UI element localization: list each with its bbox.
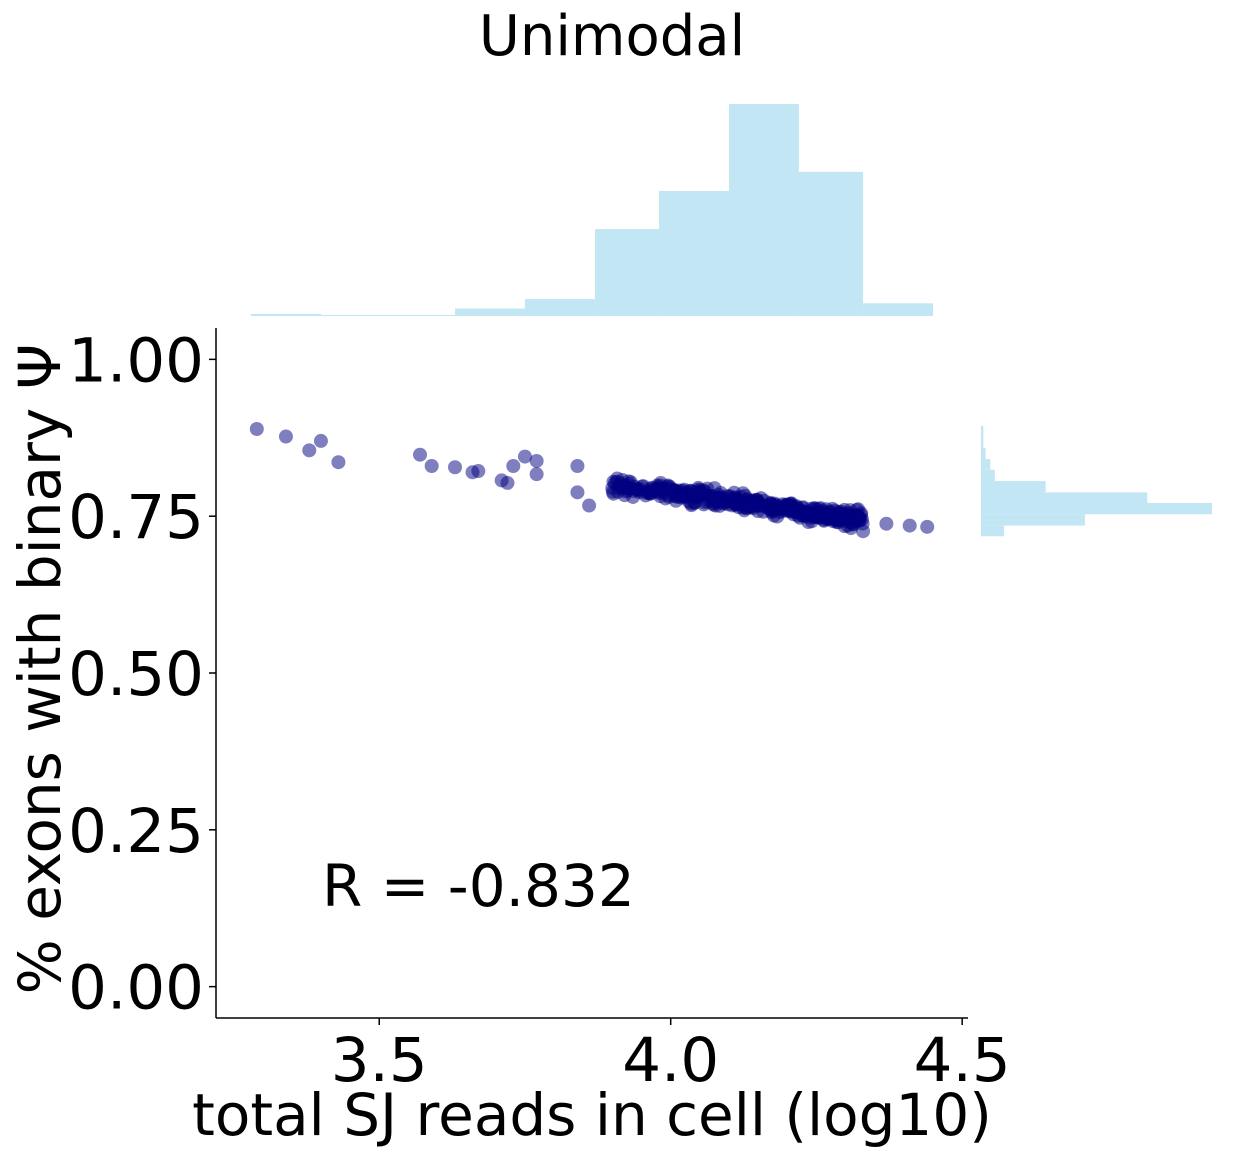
x-hist-bar bbox=[659, 190, 729, 316]
scatter-point bbox=[278, 429, 293, 444]
x-tick-label: 4.0 bbox=[622, 1025, 719, 1096]
scatter-point bbox=[249, 421, 264, 436]
y-hist-bar bbox=[981, 492, 1148, 504]
y-hist-bar bbox=[981, 459, 991, 470]
y-hist-bar bbox=[981, 514, 1085, 526]
correlation-annotation: R = -0.832 bbox=[322, 852, 635, 920]
scatter-point bbox=[667, 488, 682, 503]
x-hist-bar bbox=[390, 314, 456, 316]
scatter-point bbox=[313, 433, 328, 448]
x-axis-label: total SJ reads in cell (log10) bbox=[192, 1081, 992, 1149]
scatter-point bbox=[661, 478, 676, 493]
x-tick-label: 3.5 bbox=[331, 1025, 428, 1096]
scatter-point bbox=[506, 459, 521, 473]
scatter-point bbox=[750, 492, 765, 507]
x-marginal-histogram bbox=[250, 104, 934, 316]
chart-title: Unimodal bbox=[479, 4, 745, 69]
x-hist-bar bbox=[863, 303, 934, 316]
scatter-point bbox=[424, 459, 439, 473]
scatter-point bbox=[828, 513, 843, 528]
scatter-point bbox=[302, 443, 317, 458]
y-hist-bar bbox=[981, 469, 995, 482]
y-hist-bar bbox=[981, 503, 1212, 515]
y-tick-label: 0.75 bbox=[68, 482, 204, 553]
scatter-point bbox=[751, 504, 766, 519]
x-hist-bar bbox=[798, 171, 864, 316]
scatter-point bbox=[775, 497, 790, 512]
y-hist-bar bbox=[981, 447, 986, 460]
scatter-point bbox=[570, 485, 585, 500]
scatter-point bbox=[843, 503, 858, 518]
scatter-point bbox=[517, 449, 532, 464]
scatter-points bbox=[249, 421, 935, 539]
scatter-point bbox=[636, 479, 651, 494]
y-hist-bar bbox=[981, 525, 1005, 537]
scatter-point bbox=[797, 505, 812, 520]
x-hist-bar bbox=[728, 104, 799, 316]
x-hist-bar bbox=[594, 229, 660, 316]
scatter-point bbox=[529, 467, 544, 482]
scatter-point bbox=[920, 519, 935, 534]
y-hist-bar bbox=[981, 425, 984, 438]
x-hist-bar bbox=[455, 308, 525, 316]
scatter-point bbox=[500, 475, 515, 490]
scatter-point bbox=[471, 464, 486, 479]
scatter-point bbox=[331, 455, 346, 470]
scatter-point bbox=[763, 496, 778, 511]
y-tick-label: 0.25 bbox=[68, 796, 204, 867]
y-axis-ticks: 0.00 0.25 0.50 0.75 1.00 bbox=[68, 325, 216, 1024]
scatter-point bbox=[413, 447, 428, 462]
y-tick-label: 0.00 bbox=[68, 953, 204, 1024]
x-hist-bar bbox=[524, 299, 595, 316]
x-axis-ticks: 3.5 4.0 4.5 bbox=[331, 1018, 1011, 1096]
scatter-point bbox=[825, 501, 840, 516]
scatter-point bbox=[611, 480, 626, 495]
scatter-point bbox=[529, 453, 544, 468]
y-hist-bar bbox=[981, 481, 1046, 493]
y-axis-label: % exons with binary Ψ bbox=[6, 344, 74, 995]
x-hist-bar bbox=[320, 314, 391, 316]
scatter-point bbox=[678, 487, 693, 502]
y-tick-label: 1.00 bbox=[68, 325, 204, 396]
scatter-point bbox=[582, 498, 597, 513]
y-marginal-histogram bbox=[981, 425, 1212, 537]
scatter-point bbox=[448, 460, 463, 475]
x-tick-label: 4.5 bbox=[914, 1025, 1011, 1096]
scatter-point bbox=[728, 497, 743, 512]
scatter-point bbox=[902, 518, 917, 533]
x-hist-bar bbox=[250, 313, 321, 316]
y-hist-bar bbox=[981, 437, 984, 448]
y-tick-label: 0.50 bbox=[68, 639, 204, 710]
scatter-point bbox=[570, 459, 585, 473]
scatter-point bbox=[879, 516, 894, 531]
scatter-point bbox=[701, 489, 716, 504]
